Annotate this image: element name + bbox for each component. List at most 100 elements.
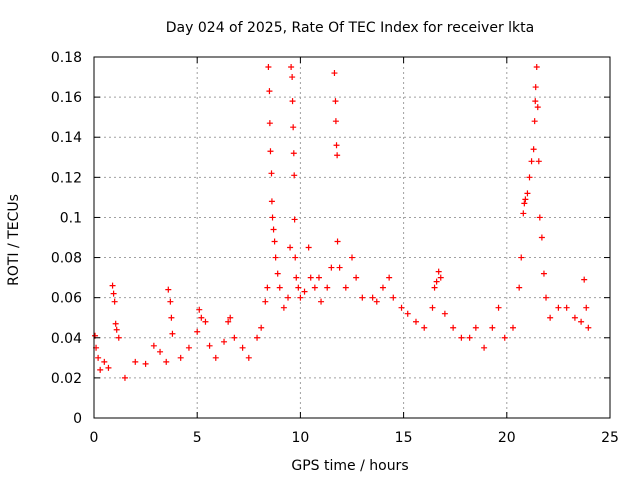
data-point	[571, 314, 578, 321]
data-point	[524, 190, 531, 197]
x-tick-label: 15	[395, 430, 413, 446]
data-point	[267, 148, 274, 155]
data-point	[266, 88, 273, 95]
data-point	[177, 354, 184, 361]
data-point	[547, 314, 554, 321]
data-point	[121, 374, 128, 381]
y-tick-label: 0	[73, 411, 82, 427]
data-point	[518, 254, 525, 261]
x-tick-label: 25	[601, 430, 619, 446]
data-point	[333, 142, 340, 149]
grid-lines	[94, 57, 610, 418]
y-tick-label: 0.04	[51, 331, 82, 347]
data-point	[332, 118, 339, 125]
data-point	[421, 324, 428, 331]
y-tick-label: 0.18	[51, 50, 82, 66]
data-point	[349, 254, 355, 261]
data-point	[318, 298, 325, 305]
data-point	[264, 284, 271, 291]
x-tick-label: 10	[291, 430, 309, 446]
data-points	[92, 64, 592, 381]
data-point	[509, 324, 516, 331]
data-point	[245, 354, 252, 361]
data-point	[289, 98, 296, 105]
data-point	[481, 344, 488, 351]
data-point	[472, 324, 479, 331]
data-point	[533, 64, 540, 71]
data-point	[105, 364, 112, 371]
data-point	[110, 290, 117, 297]
data-point	[520, 210, 527, 217]
data-point	[538, 234, 545, 241]
data-point	[540, 270, 547, 277]
y-tick-label: 0.06	[51, 291, 82, 307]
data-point	[543, 294, 550, 301]
data-point	[270, 226, 277, 233]
data-point	[274, 270, 281, 277]
data-point	[534, 104, 541, 111]
data-point	[437, 274, 444, 281]
y-tick-labels: 0 0.02 0.04 0.06 0.08 0.1 0.12 0.14 0.16 0.18	[51, 50, 82, 427]
data-point	[95, 354, 102, 361]
data-point	[272, 254, 279, 261]
data-point	[359, 294, 366, 301]
data-point	[441, 310, 448, 317]
data-point	[336, 264, 343, 271]
x-tick-labels: 0 5 10 15 20 25	[90, 430, 619, 446]
data-point	[526, 174, 533, 181]
data-point	[578, 318, 585, 325]
data-point	[516, 284, 523, 291]
data-point	[291, 216, 298, 223]
data-point	[404, 310, 411, 317]
data-point	[386, 274, 393, 281]
data-point	[265, 64, 272, 71]
data-point	[353, 274, 360, 281]
data-point	[206, 342, 213, 349]
data-point	[185, 344, 192, 351]
chart-title: Day 024 of 2025, Rate Of TEC Index for r…	[166, 20, 534, 36]
data-point	[379, 284, 386, 291]
data-point	[289, 74, 296, 81]
data-point	[532, 84, 539, 91]
data-point	[293, 274, 300, 281]
data-point	[165, 286, 172, 293]
data-point	[305, 244, 312, 251]
data-point	[297, 294, 304, 301]
data-point	[528, 158, 535, 165]
data-point	[450, 324, 457, 331]
data-point	[295, 284, 302, 291]
data-point	[109, 282, 116, 289]
data-point	[157, 348, 164, 355]
y-tick-label: 0.16	[51, 90, 82, 106]
data-point	[97, 366, 104, 373]
data-point	[194, 328, 201, 335]
data-point	[287, 244, 294, 251]
data-point	[290, 124, 297, 131]
data-point	[225, 318, 232, 325]
y-tick-label: 0.14	[51, 130, 82, 146]
data-point	[532, 98, 539, 105]
data-point	[168, 314, 175, 321]
data-point	[581, 276, 588, 283]
data-point	[398, 304, 405, 311]
data-point	[292, 254, 299, 261]
data-point	[258, 324, 265, 331]
data-point	[167, 298, 174, 305]
data-point	[291, 172, 298, 179]
data-point	[111, 298, 118, 305]
data-point	[311, 284, 318, 291]
data-point	[390, 294, 397, 301]
data-point	[331, 70, 338, 77]
data-point	[212, 354, 219, 361]
data-point	[288, 64, 295, 71]
data-point	[530, 146, 537, 153]
data-point	[150, 342, 157, 349]
data-point	[101, 358, 108, 365]
y-tick-label: 0.1	[60, 210, 82, 226]
data-point	[315, 274, 322, 281]
data-point	[489, 324, 496, 331]
data-point	[285, 294, 292, 301]
data-point	[163, 358, 170, 365]
data-point	[239, 344, 246, 351]
